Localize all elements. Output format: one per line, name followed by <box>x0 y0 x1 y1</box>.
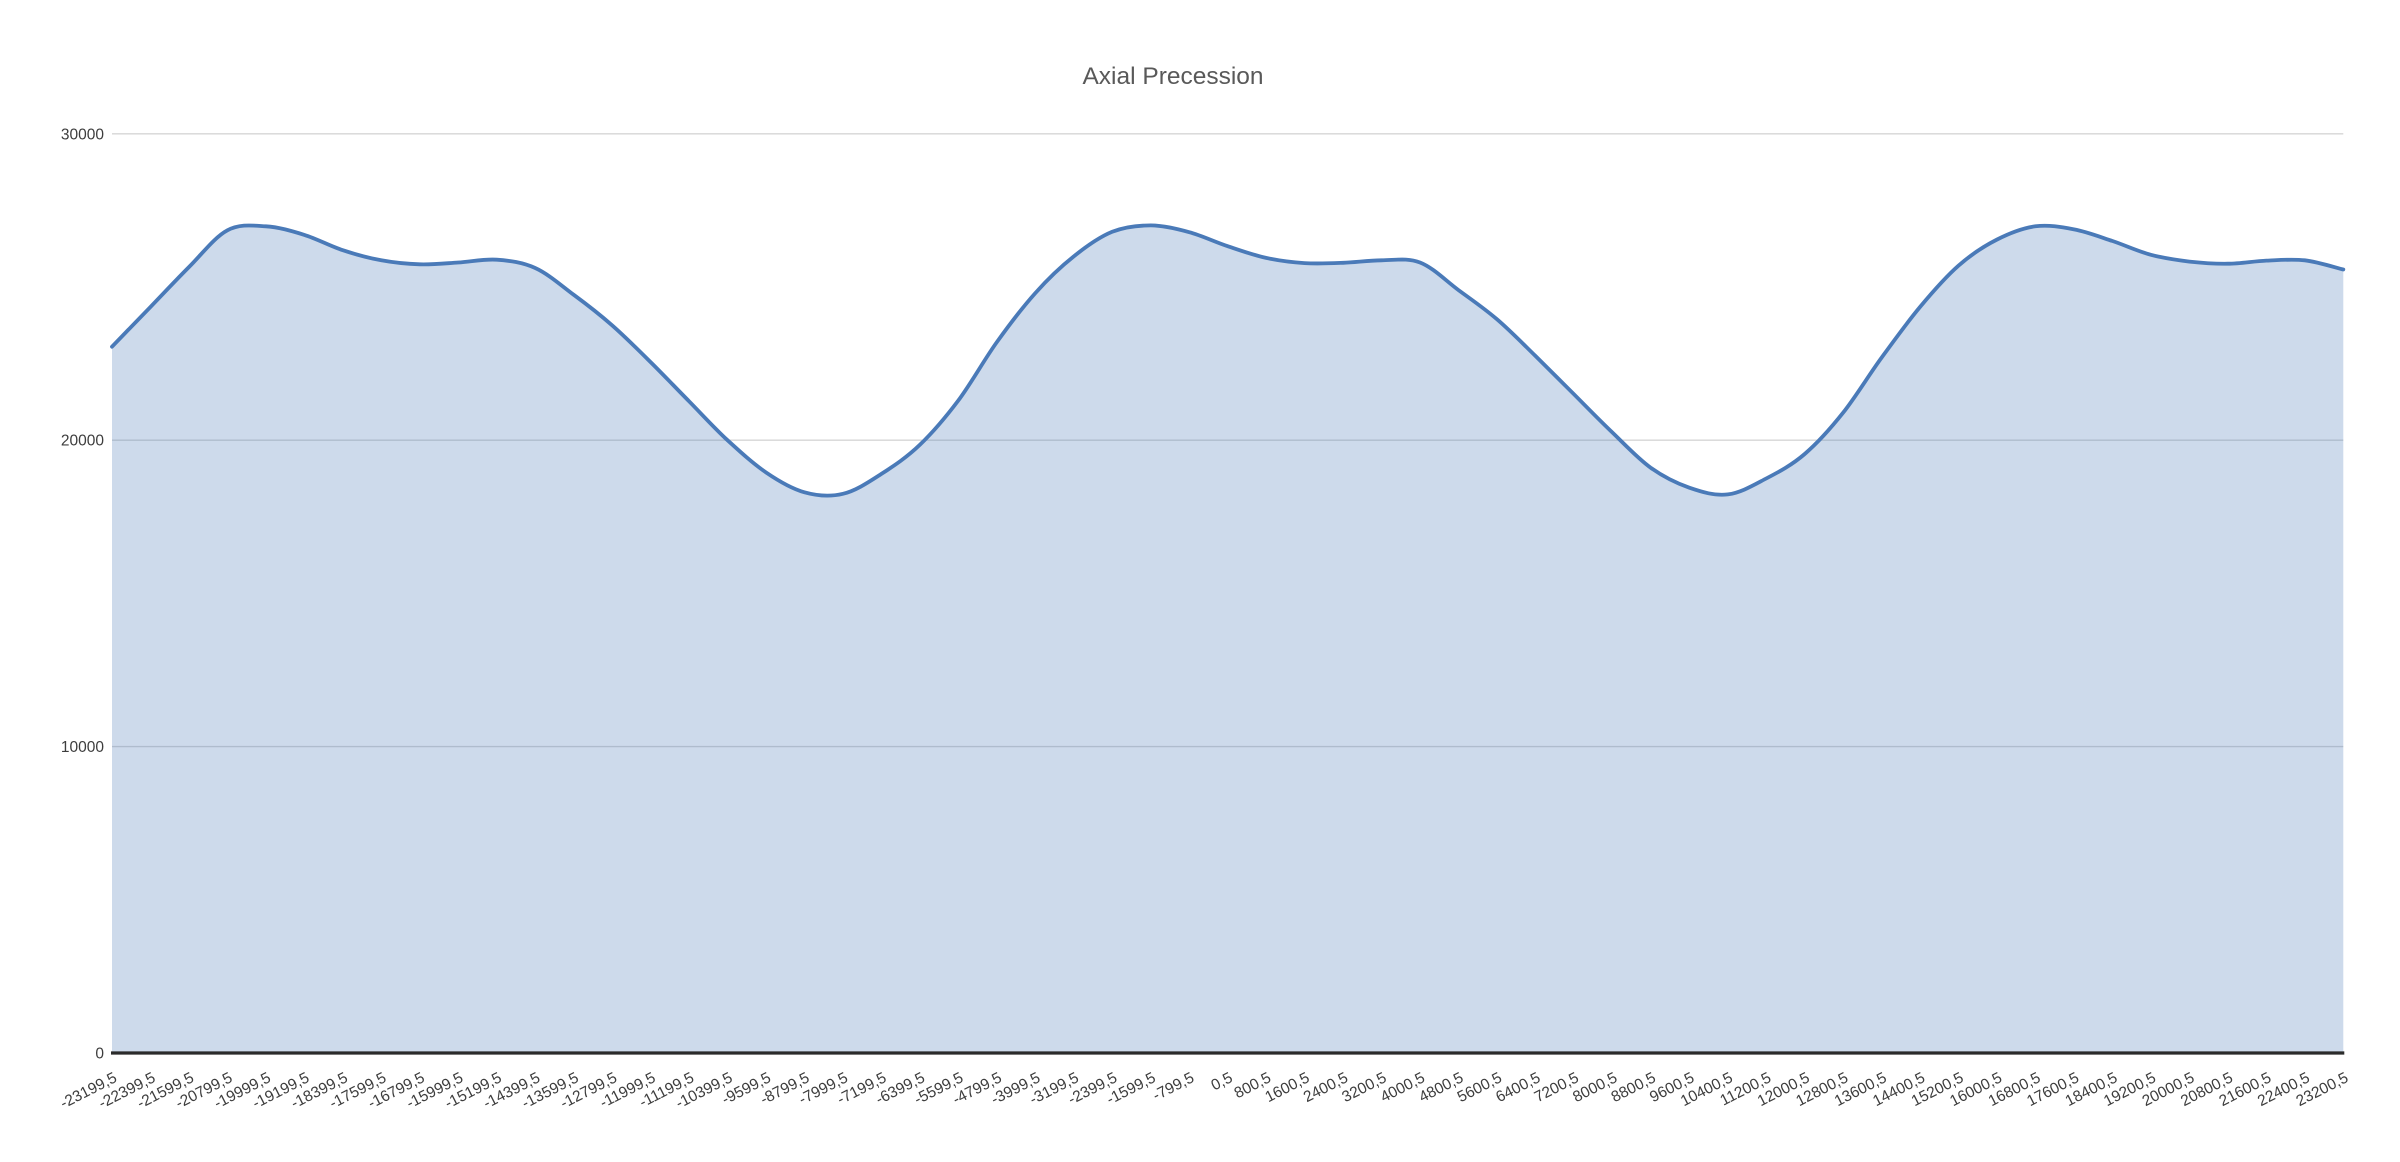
area-fill <box>112 225 2344 1053</box>
series-group <box>110 223 2346 1053</box>
y-axis-tick-label: 20000 <box>61 433 104 450</box>
x-axis-labels-group: -23199,5-22399,5-21599,5-20799,5-19999,5… <box>58 1069 2352 1112</box>
x-axis-tick-label: 0,5 <box>1209 1069 1236 1094</box>
y-axis-tick-label: 30000 <box>61 126 104 143</box>
series-line <box>110 223 2346 498</box>
y-axis-tick-label: 10000 <box>61 739 104 756</box>
y-axis-labels-group: 0 10000 20000 30000 <box>61 126 104 1062</box>
chart-title: Axial Precession <box>1082 63 1263 90</box>
y-axis-tick-label: 0 <box>95 1046 104 1063</box>
x-axis-tick-label: -799,5 <box>1150 1069 1197 1104</box>
gridlines-group <box>112 133 2344 748</box>
